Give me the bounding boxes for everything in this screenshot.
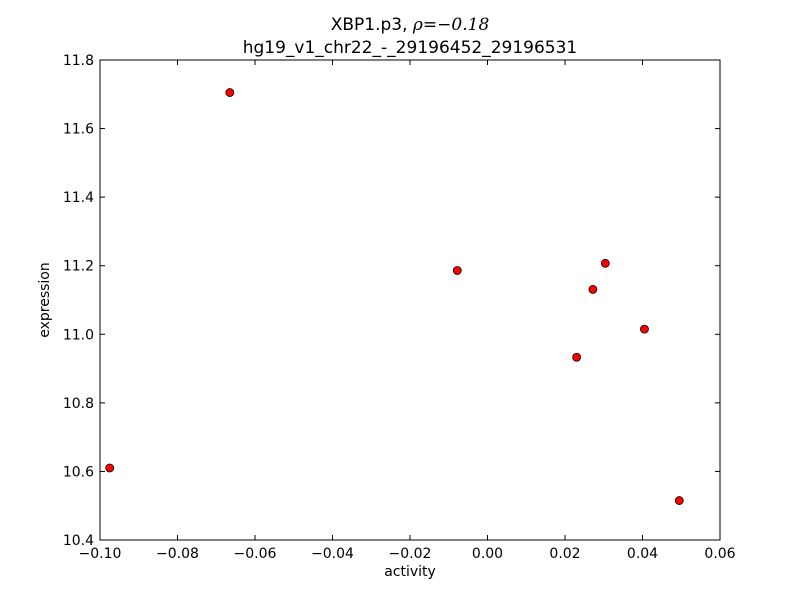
data-point bbox=[588, 284, 598, 294]
plot-frame bbox=[99, 59, 721, 541]
chart-title-prefix: XBP1.p3, bbox=[331, 15, 413, 35]
data-point bbox=[105, 463, 115, 473]
axis-ticks: −0.10 −0.08 −0.06 −0.04 −0.02 0.00 0.02 0.04 0.0… bbox=[63, 53, 736, 562]
y-tick-label: 11.8 bbox=[63, 53, 94, 69]
x-tick-label: −0.10 bbox=[79, 546, 122, 562]
data-points bbox=[105, 88, 684, 505]
data-point bbox=[452, 266, 462, 275]
chart-subtitle: hg19_v1_chr22_-_29196452_29196531 bbox=[243, 38, 578, 58]
chart-title: XBP1.p3, ρ=−0.18 bbox=[331, 15, 490, 35]
y-tick-label: 10.6 bbox=[63, 464, 94, 480]
data-point bbox=[640, 324, 649, 334]
x-tick-label: −0.02 bbox=[389, 546, 432, 562]
y-axis-label: expression bbox=[37, 262, 53, 338]
y-tick-label: 11.2 bbox=[63, 259, 94, 275]
y-tick-label: 10.4 bbox=[63, 533, 94, 549]
y-tick-label: 11.4 bbox=[63, 190, 94, 206]
y-tick-label: 11.6 bbox=[63, 122, 94, 138]
data-point bbox=[225, 88, 235, 97]
plot-area bbox=[100, 60, 720, 540]
data-point bbox=[572, 352, 582, 362]
x-tick-label: 0.00 bbox=[472, 546, 503, 562]
data-point bbox=[674, 496, 684, 505]
x-tick-label: 0.02 bbox=[549, 546, 580, 562]
data-point bbox=[600, 258, 610, 268]
x-tick-label: 0.06 bbox=[704, 546, 735, 562]
chart-title-rho-value: =−0.18 bbox=[423, 15, 490, 35]
x-axis-label: activity bbox=[384, 564, 436, 580]
y-tick-label: 11.0 bbox=[63, 327, 94, 343]
x-tick-label: −0.06 bbox=[234, 546, 277, 562]
y-tick-label: 10.8 bbox=[63, 396, 94, 412]
x-tick-label: −0.08 bbox=[156, 546, 199, 562]
x-tick-label: −0.04 bbox=[311, 546, 354, 562]
x-tick-label: 0.04 bbox=[627, 546, 658, 562]
chart-title-rho-symbol: ρ bbox=[412, 15, 423, 35]
